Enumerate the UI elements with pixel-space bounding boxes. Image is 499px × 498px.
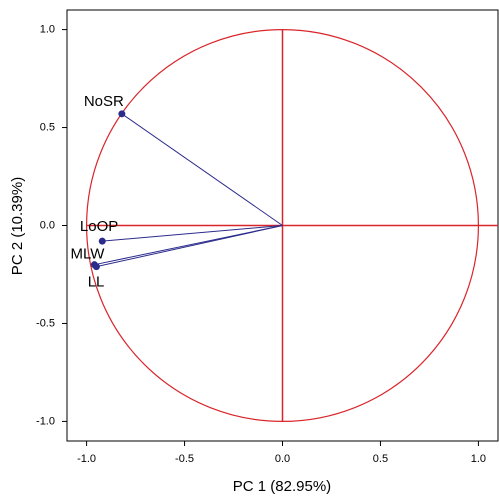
- x-tick-label: 1.0: [471, 453, 486, 465]
- x-tick-label: -1.0: [77, 453, 96, 465]
- x-tick-label: 0.0: [275, 453, 290, 465]
- point-label: LL: [88, 274, 105, 291]
- point-label: MLW: [71, 246, 106, 263]
- y-tick-label: -1.0: [36, 415, 55, 427]
- x-tick-label: 0.5: [373, 453, 388, 465]
- point-label: NoSR: [84, 93, 124, 110]
- x-axis-title: PC 1 (82.95%): [233, 478, 331, 495]
- y-axis-title: PC 2 (10.39%): [9, 177, 26, 275]
- y-tick-label: -0.5: [36, 317, 55, 329]
- x-tick-label: -0.5: [175, 453, 194, 465]
- vector: [102, 225, 283, 242]
- vector: [121, 113, 283, 226]
- vector: [96, 225, 283, 268]
- y-tick-label: 1.0: [40, 23, 55, 35]
- y-tick-label: 0.5: [40, 121, 55, 133]
- point: [98, 237, 106, 245]
- y-tick-label: 0.0: [40, 219, 55, 231]
- point: [118, 110, 126, 118]
- point: [92, 263, 100, 271]
- point-label: LoOP: [80, 218, 118, 235]
